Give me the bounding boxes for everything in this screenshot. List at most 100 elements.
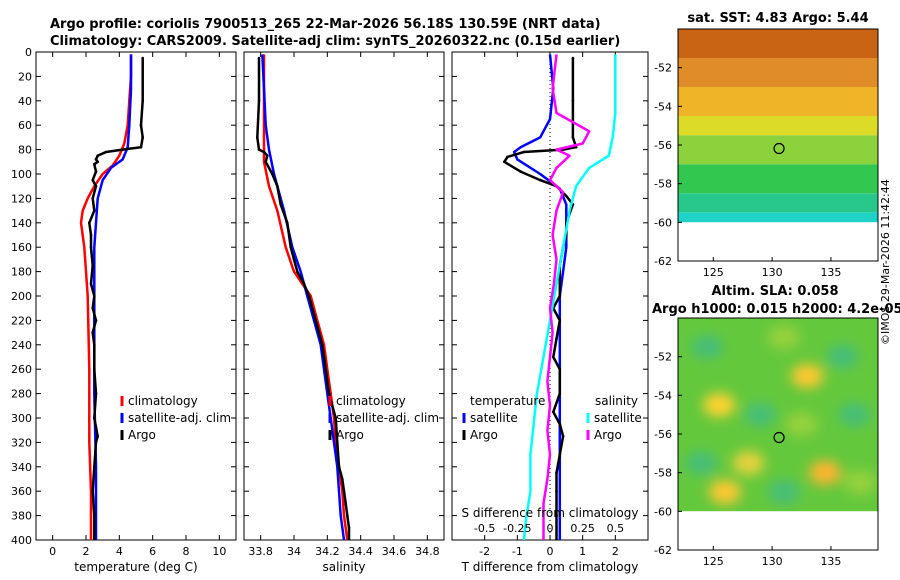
- sst-color-band: [678, 29, 878, 58]
- argo-sample-point: [257, 99, 261, 103]
- argo-sample-point: [94, 184, 98, 188]
- map-y-tick-label: -62: [654, 255, 672, 268]
- y-tick-label: 80: [18, 144, 32, 157]
- y-tick-label: 140: [11, 217, 32, 230]
- argo-sample-point: [574, 145, 578, 149]
- sst-color-band: [678, 212, 878, 223]
- legend-heading: salinity: [595, 394, 638, 408]
- x-tick-label: 1: [579, 545, 586, 558]
- argo-sample-point: [91, 264, 94, 267]
- argo-sample-point: [94, 170, 98, 173]
- map-field-layer: [678, 29, 878, 261]
- argo-sample-point: [89, 233, 93, 237]
- legend-label: satellite: [470, 411, 518, 425]
- argo-sample-point: [91, 306, 94, 310]
- map-x-tick-label: 130: [762, 555, 783, 568]
- sst-color-band: [678, 116, 878, 136]
- argo-sample-point: [104, 150, 108, 154]
- top-tick-label: -0.5: [474, 522, 495, 535]
- argo-sample-point: [519, 170, 522, 173]
- argo-sample-point: [503, 160, 506, 164]
- argo-sample-point: [96, 154, 99, 157]
- argo-sample-point: [255, 136, 259, 139]
- x-tick-label: 33.8: [248, 545, 273, 558]
- argo-sample-point: [558, 422, 562, 426]
- x-tick-label: 2: [612, 545, 619, 558]
- argo-sample-point: [331, 404, 334, 408]
- y-tick-label: 260: [11, 363, 32, 376]
- sst-color-band: [678, 193, 878, 213]
- top-axis-label: S difference from climatology: [462, 506, 639, 520]
- map-y-tick-label: -60: [654, 216, 672, 229]
- argo-sample-point: [96, 435, 99, 438]
- argo-sample-point: [324, 367, 328, 371]
- legend-label: Argo: [128, 428, 156, 442]
- map-y-tick-label: -52: [654, 351, 672, 364]
- series-line: [512, 54, 568, 540]
- x-tick-label: 34.2: [315, 545, 340, 558]
- argo-sample-point: [555, 471, 558, 475]
- x-tick-label: -1: [512, 545, 523, 558]
- argo-sample-point: [289, 245, 293, 249]
- argo-sample-point: [326, 380, 329, 383]
- y-tick-label: 180: [11, 266, 32, 279]
- argo-sample-point: [347, 538, 351, 540]
- x-tick-label: 34.6: [382, 545, 407, 558]
- argo-sample-point: [344, 502, 348, 505]
- argo-sample-point: [93, 538, 96, 540]
- y-tick-label: 160: [11, 241, 32, 254]
- argo-sample-point: [571, 56, 575, 60]
- argo-sample-point: [341, 477, 344, 481]
- argo-sample-point: [296, 270, 299, 273]
- map-y-tick-label: -56: [654, 428, 672, 441]
- sst-color-band: [678, 58, 878, 87]
- y-tick-label: 380: [11, 510, 32, 523]
- y-tick-label: 120: [11, 192, 32, 205]
- map-x-tick-label: 125: [703, 266, 724, 279]
- sla-anomaly-blob: [838, 402, 871, 427]
- argo-sample-point: [279, 203, 283, 206]
- map-x-tick-label: 130: [762, 266, 783, 279]
- sla-map-title: Altim. SLA: 0.058: [712, 284, 839, 299]
- argo-sample-point: [89, 245, 93, 249]
- map-y-tick-label: -62: [654, 544, 672, 557]
- argo-sample-point: [558, 294, 562, 298]
- x-tick-label: 8: [183, 545, 190, 558]
- series-layer: [503, 54, 617, 540]
- argo-sample-point: [91, 331, 94, 334]
- argo-sample-point: [337, 465, 341, 469]
- y-tick-label: 20: [18, 70, 32, 83]
- sst-color-band: [678, 135, 878, 165]
- argo-sample-point: [139, 145, 143, 149]
- argo-sample-point: [264, 160, 268, 164]
- argo-sample-point: [93, 465, 96, 469]
- sla-anomaly-blob: [844, 470, 877, 495]
- x-tick-label: 6: [149, 545, 156, 558]
- sla-anomaly-blob: [809, 460, 842, 485]
- argo-sample-point: [257, 56, 261, 60]
- legend-heading: temperature: [470, 394, 545, 408]
- y-tick-label: 240: [11, 339, 32, 352]
- argo-sample-point: [558, 392, 562, 395]
- argo-sample-point: [552, 355, 555, 359]
- argo-sample-point: [94, 158, 98, 161]
- series-line: [79, 54, 133, 540]
- sst-color-band: [678, 164, 878, 194]
- map-y-tick-label: -58: [654, 467, 672, 480]
- x-axis-label: T difference from climatology: [461, 560, 639, 574]
- y-tick-label: 360: [11, 485, 32, 498]
- argo-sample-point: [93, 343, 96, 347]
- argo-sample-point: [561, 435, 565, 438]
- argo-sample-point: [555, 514, 558, 517]
- sla-anomaly-blob: [826, 344, 859, 369]
- argo-sample-point: [302, 282, 306, 286]
- x-tick-label: 34.8: [415, 545, 440, 558]
- argo-location-marker: [773, 142, 785, 155]
- series-line: [522, 54, 617, 540]
- argo-sample-point: [552, 410, 555, 414]
- series-line: [261, 54, 346, 540]
- argo-sample-point: [266, 154, 269, 157]
- y-tick-label: 340: [11, 461, 32, 474]
- sla-anomaly-blob: [685, 451, 718, 475]
